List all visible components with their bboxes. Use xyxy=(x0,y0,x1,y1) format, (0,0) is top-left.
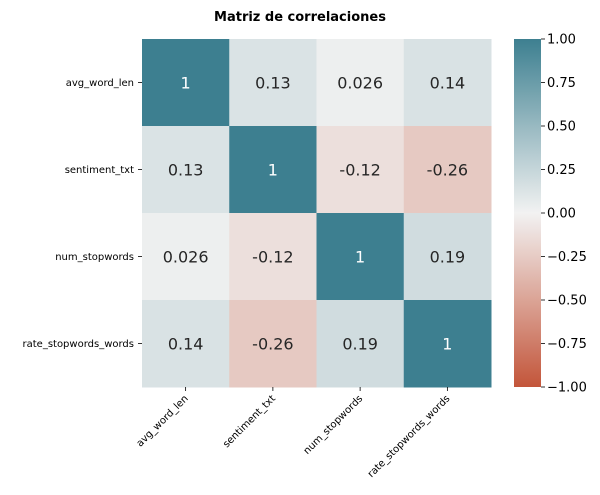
cell-value-label: 1 xyxy=(355,248,365,267)
cell-value-label: 1 xyxy=(181,74,191,93)
heatmap-cell xyxy=(316,213,405,301)
cell-value-label: 0.14 xyxy=(168,335,204,354)
heatmap-cell xyxy=(142,126,230,214)
chart-title: Matriz de correlaciones xyxy=(214,10,386,25)
row-tick-label: rate_stopwords_words xyxy=(23,339,135,350)
heatmap-cell-labels: 1 0.13 0.026 0.14 0.13 1 -0.12 -0.26 0.026 -0.12 1… xyxy=(163,74,468,354)
cell-value-label: -0.26 xyxy=(427,161,468,180)
cell-value-label: 0.13 xyxy=(255,74,291,93)
heatmap-cell xyxy=(142,300,230,388)
column-tick-label: sentiment_txt xyxy=(221,393,278,450)
row-tick-labels: avg_word_len sentiment_txt num_stopwordsra… xyxy=(23,78,142,350)
column-tick-labels: avg_word_len sentiment_txt num_stopwords ra… xyxy=(135,387,453,480)
cell-value-label: 0.19 xyxy=(342,335,378,354)
row-tick-label: avg_word_len xyxy=(66,78,134,89)
heatmap-cell xyxy=(142,39,230,127)
heatmap-cell xyxy=(229,126,317,214)
cell-value-label: 1 xyxy=(442,335,452,354)
cell-value-label: 0.026 xyxy=(163,248,209,267)
colorbar-tick-label: 0.25 xyxy=(547,163,576,178)
colorbar-tick-label: −1.00 xyxy=(547,381,587,396)
heatmap-cell xyxy=(229,39,317,127)
colorbar-tick-label: 0.00 xyxy=(547,207,576,222)
colorbar: 1.00 0.75 0.50 0.25 0.00 −0.25 −0.50 −0.75 −1.00 xyxy=(514,33,587,396)
row-tick-label: num_stopwords xyxy=(55,252,134,263)
heatmap-cell xyxy=(403,300,492,388)
colorbar-tick-label: 1.00 xyxy=(547,33,576,48)
column-tick-label: avg_word_len xyxy=(135,393,191,449)
heatmap-cell xyxy=(403,39,492,127)
heatmap-cell xyxy=(316,126,405,214)
heatmap-cell xyxy=(316,39,405,127)
heatmap-cell xyxy=(229,300,317,388)
colorbar-tick-label: −0.50 xyxy=(547,294,587,309)
row-tick-label: sentiment_txt xyxy=(65,165,134,176)
cell-value-label: 0.19 xyxy=(430,248,466,267)
cell-value-label: -0.12 xyxy=(252,248,293,267)
colorbar-tick-label: 0.50 xyxy=(547,120,576,135)
cell-value-label: -0.26 xyxy=(252,335,293,354)
heatmap-cell xyxy=(403,213,492,301)
cell-value-label: 0.13 xyxy=(168,161,204,180)
column-tick-label: rate_stopwords_words xyxy=(366,393,453,480)
colorbar-tick-label: −0.75 xyxy=(547,337,587,352)
cell-value-label: 0.026 xyxy=(337,74,383,93)
heatmap-cell xyxy=(229,213,317,301)
cell-value-label: -0.12 xyxy=(339,161,380,180)
column-tick-label: num_stopwords xyxy=(302,393,366,457)
colorbar-tick-label: −0.25 xyxy=(547,250,587,265)
colorbar-gradient xyxy=(514,39,541,387)
heatmap-cell xyxy=(403,126,492,214)
heatmap-cells xyxy=(142,39,492,388)
heatmap-cell xyxy=(316,300,405,388)
cell-value-label: 1 xyxy=(268,161,278,180)
colorbar-tick-label: 0.75 xyxy=(547,76,576,91)
heatmap-cell xyxy=(142,213,230,301)
cell-value-label: 0.14 xyxy=(430,74,466,93)
